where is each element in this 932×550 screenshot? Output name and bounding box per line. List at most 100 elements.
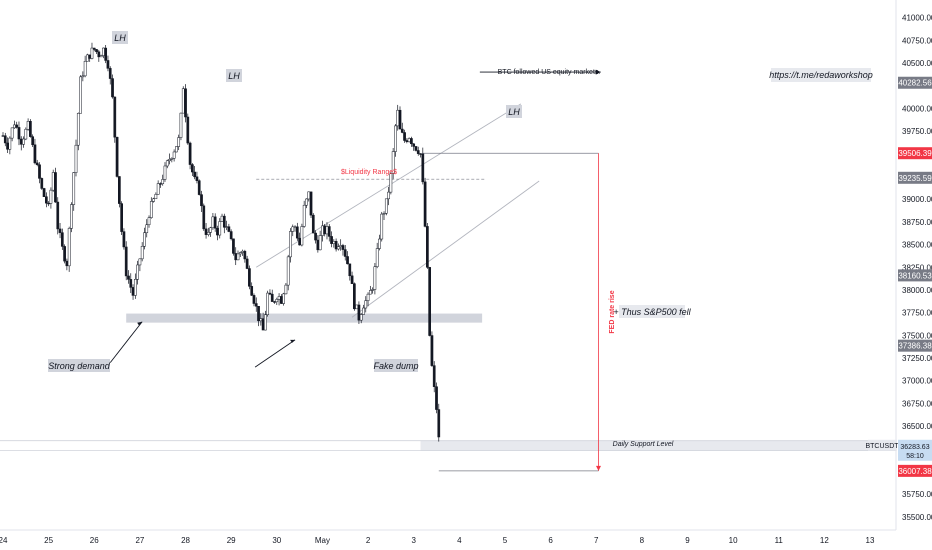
candle-body — [261, 318, 265, 331]
candle-body — [423, 181, 427, 227]
candle-body — [177, 137, 181, 147]
candle-body — [398, 109, 402, 130]
fake-dump-arrow — [254, 339, 296, 368]
candle-body — [1, 135, 5, 137]
candle-body — [179, 112, 183, 138]
candle-body — [384, 198, 388, 214]
candle-body — [79, 76, 82, 114]
candle-body — [275, 299, 279, 303]
candle-body — [67, 228, 71, 267]
candle-body — [364, 300, 368, 309]
candle-body — [88, 54, 92, 59]
candle-body — [97, 51, 101, 58]
y-tick-label: 35500.00 — [902, 513, 932, 522]
strong-demand-bg — [48, 359, 110, 372]
candle-body — [24, 128, 28, 140]
lh-label-2-bg — [226, 69, 242, 82]
fake-dump-label: Fake dump — [373, 359, 419, 372]
candle-body — [154, 194, 158, 200]
candle-body — [163, 165, 167, 180]
candle-body — [234, 253, 238, 261]
candle-body — [432, 365, 436, 387]
price-badge-text: 40282.56 — [898, 79, 932, 88]
candle-body — [195, 176, 199, 181]
y-tick-label: 37000.00 — [902, 377, 932, 386]
candle-body — [293, 226, 297, 228]
candle-body — [357, 304, 361, 321]
x-tick-label: 5 — [503, 536, 508, 545]
candle-body — [250, 286, 254, 296]
candle-body — [400, 128, 404, 133]
candle-body — [225, 226, 228, 228]
candle-body — [22, 138, 25, 145]
candle-body — [254, 303, 258, 307]
candle-body — [236, 253, 240, 261]
candle-body — [416, 150, 420, 154]
y-tick-label: 39000.00 — [902, 195, 932, 204]
x-tick-label: 24 — [0, 536, 8, 545]
y-tick-label: 37750.00 — [902, 309, 932, 318]
candle-body — [350, 275, 354, 284]
candle-body — [373, 266, 377, 290]
y-tick-label: 38000.00 — [902, 286, 932, 295]
x-tick-label: 25 — [44, 536, 53, 545]
current-price-symbol-bg — [868, 439, 897, 451]
fake-dump-arrowhead — [290, 339, 296, 343]
y-tick-label: 38250.00 — [902, 263, 932, 272]
price-badge-text: 36007.38 — [898, 467, 932, 476]
candle-body — [175, 146, 178, 153]
candle-body — [273, 301, 276, 303]
candle-body — [414, 146, 418, 151]
lh-label-3: LH — [506, 105, 522, 118]
x-tick-label: 28 — [181, 536, 190, 545]
lh-label-2: LH — [226, 69, 242, 82]
thus-sp500-text: + Thus S&P500 fell — [613, 307, 691, 317]
y-tick-label: 38750.00 — [902, 218, 932, 227]
lh-label-1-bg — [112, 31, 128, 44]
candle-body — [300, 226, 304, 246]
candle-body — [241, 250, 244, 253]
price-badge-text: 39235.59 — [898, 174, 932, 183]
candle-body — [133, 279, 137, 296]
y-tick-label: 41000.00 — [902, 14, 932, 23]
candle-body — [277, 296, 281, 300]
candle-body — [86, 54, 89, 62]
candle-body — [343, 249, 347, 257]
candle-body — [204, 228, 208, 235]
thus-sp500-label: + Thus S&P500 fell — [613, 305, 692, 318]
candle-body — [218, 221, 222, 236]
candle-body — [355, 304, 358, 310]
candle-body — [371, 289, 374, 291]
candle-body — [83, 61, 87, 77]
current-price-countdown: 58:10 — [906, 453, 924, 460]
fed-bracket-arrowhead — [595, 465, 601, 471]
y-axis-ticks: 41000.0040750.0040500.0040250.0040000.00… — [902, 14, 932, 522]
candle-body — [403, 132, 406, 141]
candle-body — [136, 264, 139, 280]
candle-body — [264, 314, 267, 331]
x-tick-label: 9 — [685, 536, 690, 545]
candle-body — [245, 258, 249, 269]
candle-body — [113, 96, 117, 138]
candle-body — [426, 226, 429, 268]
y-tick-label: 40500.00 — [902, 59, 932, 68]
candle-body — [140, 245, 144, 260]
candle-body — [298, 237, 301, 246]
candle-body — [325, 226, 329, 235]
price-badge-bg — [898, 76, 932, 89]
candle-body — [387, 191, 390, 200]
candle-body — [17, 127, 21, 140]
candle-body — [54, 172, 57, 203]
candle-body — [145, 224, 149, 234]
candle-body — [206, 232, 210, 235]
x-tick-label: 29 — [227, 536, 236, 545]
candle-body — [149, 201, 153, 218]
candle-body — [209, 227, 212, 233]
strong-demand-arrowhead — [137, 321, 143, 326]
candle-body — [65, 260, 69, 267]
candle-body — [193, 171, 197, 178]
y-tick-label: 36750.00 — [902, 399, 932, 408]
candle-body — [307, 191, 311, 200]
candle-body — [15, 124, 19, 128]
